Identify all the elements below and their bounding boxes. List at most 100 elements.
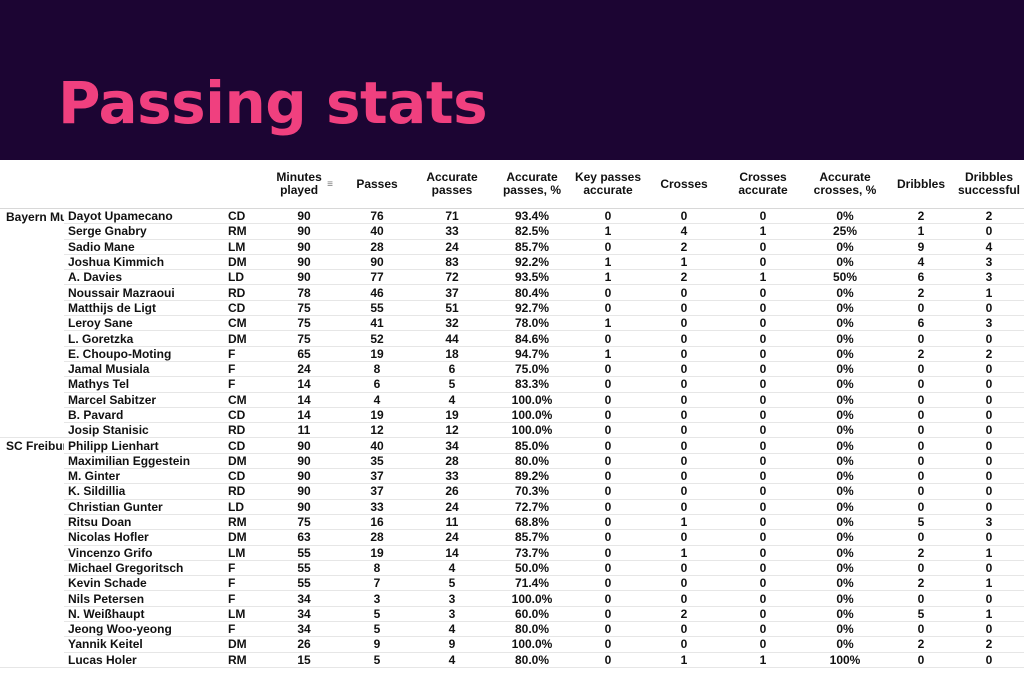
dribbles-cell: 0 <box>888 529 954 546</box>
accurate-passes-pct-cell: 92.2% <box>492 254 572 271</box>
player-position: CD <box>224 468 266 485</box>
accurate-passes-pct-cell: 80.0% <box>492 652 572 668</box>
crosses-cell: 0 <box>644 315 724 332</box>
dribbles-cell: 1 <box>888 223 954 240</box>
key-passes-cell: 1 <box>572 346 644 362</box>
dribbles-successful-cell: 0 <box>954 652 1024 668</box>
dribbles-successful-cell: 4 <box>954 239 1024 255</box>
minutes-cell: 90 <box>266 483 342 500</box>
passes-cell: 46 <box>342 284 412 301</box>
minutes-cell: 34 <box>266 590 342 607</box>
key-passes-cell: 1 <box>572 269 644 286</box>
player-header <box>64 160 224 209</box>
table-row: Josip Stanisic RD 11 12 12 100.0% 0 0 0 0% 0 0 <box>0 422 1024 439</box>
dribbles-successful-cell: 0 <box>954 453 1024 470</box>
accurate-passes-pct-cell: 83.3% <box>492 376 572 393</box>
dribbles-cell: 0 <box>888 468 954 485</box>
col-passes[interactable]: Passes <box>342 160 412 209</box>
passes-cell: 76 <box>342 208 412 225</box>
col-accurate-crosses-pct[interactable]: Accurate crosses, % <box>802 160 888 209</box>
passes-cell: 37 <box>342 468 412 485</box>
page-title: Passing stats <box>58 69 488 137</box>
accurate-passes-cell: 24 <box>412 529 492 546</box>
accurate-passes-cell: 26 <box>412 483 492 500</box>
dribbles-cell: 9 <box>888 239 954 255</box>
table-row: A. Davies LD 90 77 72 93.5% 1 2 1 50% 6 3 <box>0 269 1024 286</box>
accurate-passes-pct-cell: 68.8% <box>492 514 572 531</box>
col-dribbles-successful[interactable]: Dribbles successful <box>954 160 1024 209</box>
crosses-cell: 1 <box>644 652 724 668</box>
dribbles-successful-cell: 0 <box>954 483 1024 500</box>
col-key-passes-accurate[interactable]: Key passes accurate <box>572 160 644 209</box>
accurate-passes-pct-cell: 84.6% <box>492 330 572 347</box>
player-position: F <box>224 575 266 592</box>
dribbles-successful-cell: 1 <box>954 545 1024 561</box>
dribbles-cell: 2 <box>888 284 954 301</box>
crosses-cell: 0 <box>644 361 724 378</box>
passes-cell: 55 <box>342 300 412 317</box>
col-crosses-accurate[interactable]: Crosses accurate <box>724 160 802 209</box>
key-passes-cell: 1 <box>572 223 644 240</box>
dribbles-successful-cell: 0 <box>954 560 1024 577</box>
col-minutes-played[interactable]: Minutes played ≡ <box>266 160 342 209</box>
table-row: Yannik Keitel DM 26 9 9 100.0% 0 0 0 0% 2 2 <box>0 636 1024 653</box>
accurate-crosses-pct-cell: 0% <box>802 529 888 546</box>
accurate-passes-cell: 34 <box>412 437 492 454</box>
accurate-passes-cell: 3 <box>412 606 492 623</box>
dribbles-successful-cell: 0 <box>954 300 1024 317</box>
player-name: B. Pavard <box>64 407 224 424</box>
dribbles-cell: 0 <box>888 300 954 317</box>
minutes-cell: 11 <box>266 422 342 439</box>
team-header <box>0 160 64 209</box>
accurate-passes-cell: 14 <box>412 545 492 561</box>
accurate-passes-cell: 83 <box>412 254 492 271</box>
col-accurate-passes[interactable]: Accurate passes <box>412 160 492 209</box>
accurate-crosses-pct-cell: 0% <box>802 437 888 454</box>
passes-cell: 9 <box>342 636 412 653</box>
crosses-cell: 0 <box>644 422 724 439</box>
player-name: E. Choupo-Moting <box>64 346 224 362</box>
minutes-cell: 75 <box>266 300 342 317</box>
accurate-passes-pct-cell: 85.7% <box>492 529 572 546</box>
dribbles-cell: 2 <box>888 636 954 653</box>
crosses-cell: 1 <box>644 514 724 531</box>
player-position: F <box>224 346 266 362</box>
passes-cell: 41 <box>342 315 412 332</box>
passes-cell: 7 <box>342 575 412 592</box>
player-position: LM <box>224 545 266 561</box>
accurate-crosses-pct-cell: 100% <box>802 652 888 668</box>
accurate-passes-cell: 28 <box>412 453 492 470</box>
minutes-cell: 75 <box>266 315 342 332</box>
accurate-passes-pct-cell: 100.0% <box>492 590 572 607</box>
minutes-cell: 55 <box>266 545 342 561</box>
accurate-passes-pct-cell: 72.7% <box>492 499 572 515</box>
player-name: Joshua Kimmich <box>64 254 224 271</box>
sort-icon[interactable]: ≡ <box>327 179 333 191</box>
crosses-accurate-cell: 1 <box>724 269 802 286</box>
col-accurate-passes-pct[interactable]: Accurate passes, % <box>492 160 572 209</box>
key-passes-cell: 0 <box>572 636 644 653</box>
crosses-accurate-cell: 0 <box>724 392 802 408</box>
accurate-passes-cell: 5 <box>412 376 492 393</box>
player-name: Lucas Holer <box>64 652 224 668</box>
dribbles-successful-cell: 0 <box>954 621 1024 638</box>
crosses-accurate-cell: 1 <box>724 652 802 668</box>
minutes-cell: 75 <box>266 514 342 531</box>
player-position: RD <box>224 284 266 301</box>
col-dribbles[interactable]: Dribbles <box>888 160 954 209</box>
key-passes-cell: 0 <box>572 453 644 470</box>
player-position: CD <box>224 208 266 225</box>
player-position: DM <box>224 330 266 347</box>
accurate-passes-cell: 11 <box>412 514 492 531</box>
player-name: Matthijs de Ligt <box>64 300 224 317</box>
key-passes-cell: 0 <box>572 208 644 225</box>
dribbles-cell: 0 <box>888 407 954 424</box>
key-passes-cell: 0 <box>572 284 644 301</box>
key-passes-cell: 0 <box>572 560 644 577</box>
dribbles-cell: 5 <box>888 514 954 531</box>
dribbles-successful-cell: 3 <box>954 315 1024 332</box>
passes-cell: 19 <box>342 346 412 362</box>
minutes-cell: 90 <box>266 239 342 255</box>
dribbles-cell: 2 <box>888 208 954 225</box>
col-crosses[interactable]: Crosses <box>644 160 724 209</box>
